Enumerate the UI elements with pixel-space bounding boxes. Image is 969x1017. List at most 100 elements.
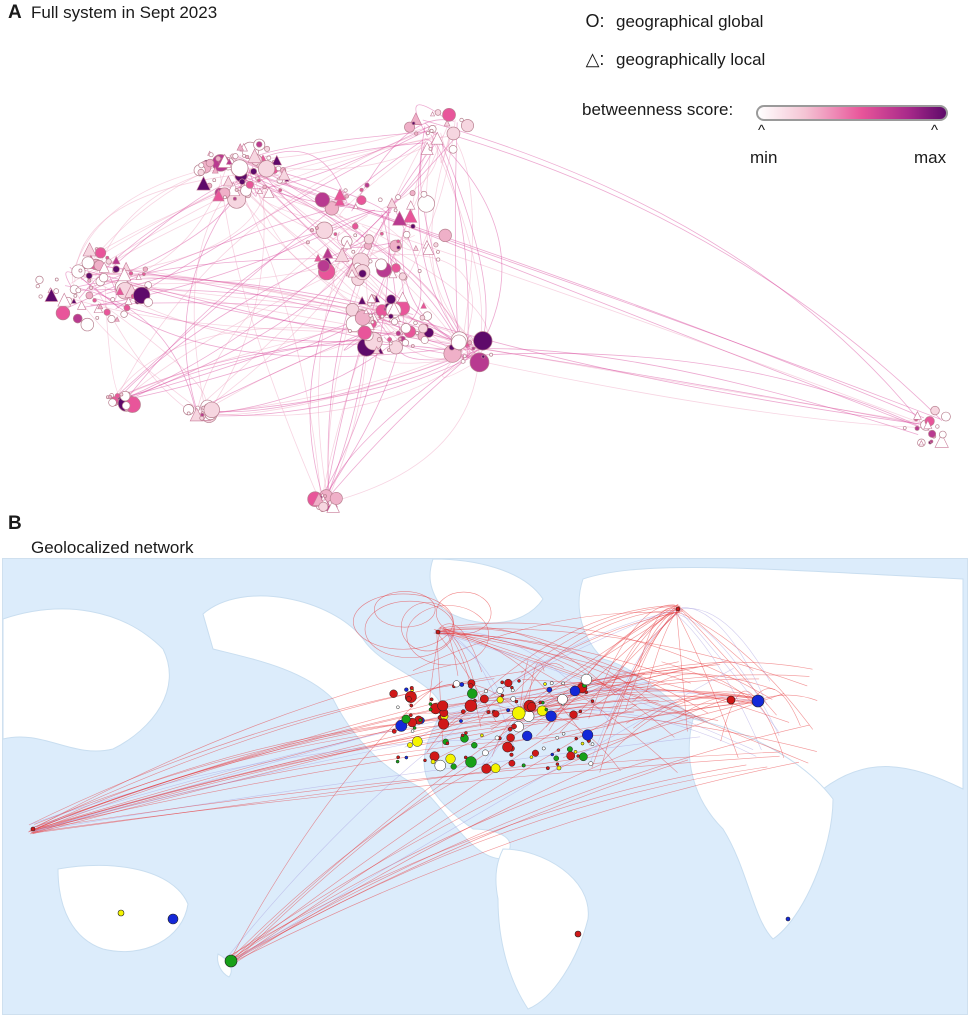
- network-node-circle: [120, 310, 128, 318]
- map-edge: [519, 710, 817, 752]
- network-node-circle: [469, 352, 490, 373]
- min-caret: ^: [758, 122, 766, 139]
- min-label: min: [750, 148, 778, 167]
- network-node-circle: [417, 269, 422, 273]
- network-node-triangle: [388, 269, 398, 279]
- network-node-circle: [99, 273, 109, 283]
- network-edge: [356, 138, 434, 243]
- network-edge: [245, 165, 459, 345]
- network-edge: [66, 296, 392, 334]
- map-edge: [681, 607, 768, 706]
- network-node-circle: [200, 412, 205, 417]
- network-node-circle: [329, 491, 343, 505]
- network-node-circle: [314, 192, 330, 208]
- map-node: [573, 750, 578, 754]
- network-edge: [231, 154, 474, 348]
- map-node: [566, 751, 576, 761]
- network-node-circle: [395, 330, 401, 336]
- network-edge: [124, 139, 454, 400]
- map-edge: [29, 751, 781, 831]
- network-node-circle: [413, 320, 418, 326]
- map-node: [504, 678, 513, 688]
- network-node-circle: [467, 340, 473, 346]
- map-edge: [562, 700, 759, 758]
- network-node-circle: [108, 394, 113, 399]
- network-node-triangle: [82, 242, 97, 257]
- map-edge: [638, 607, 677, 668]
- network-node-circle: [73, 293, 78, 298]
- map-edge: [478, 699, 758, 749]
- map-node: [561, 681, 565, 686]
- network-edge: [407, 137, 436, 243]
- network-node-circle: [208, 152, 214, 158]
- map-node: [412, 726, 417, 730]
- map-node: [412, 736, 423, 747]
- map-edge: [232, 761, 800, 963]
- network-node-circle: [309, 228, 314, 233]
- network-node-circle: [358, 269, 367, 278]
- map-node: [500, 680, 505, 685]
- map-node: [751, 694, 765, 708]
- map-node: [509, 752, 514, 757]
- max-caret: ^: [931, 122, 939, 139]
- map-node: [590, 699, 595, 703]
- map-node: [506, 733, 515, 742]
- map-edge: [437, 694, 758, 707]
- network-node-triangle: [334, 247, 350, 262]
- map-node: [490, 763, 501, 773]
- network-edge: [318, 257, 405, 506]
- network-node-circle: [380, 314, 385, 319]
- network-node-circle: [370, 320, 375, 325]
- network-node-triangle: [278, 167, 291, 181]
- map-node: [459, 719, 463, 723]
- network-edge: [112, 302, 478, 358]
- network-edge: [65, 271, 120, 309]
- network-node-circle: [78, 268, 83, 273]
- network-node-circle: [393, 208, 398, 213]
- network-edge: [89, 264, 477, 352]
- network-node-triangle: [263, 186, 275, 198]
- map-edge: [545, 605, 676, 728]
- map-node: [482, 749, 489, 757]
- network-node-circle: [89, 285, 94, 290]
- map-edge: [601, 694, 759, 762]
- network-edge: [74, 174, 234, 283]
- network-node-circle: [928, 429, 937, 438]
- network-edge: [65, 203, 350, 309]
- network-node-circle: [121, 401, 131, 410]
- network-node-circle: [429, 128, 434, 133]
- network-edge: [72, 270, 205, 415]
- map-node: [409, 713, 413, 718]
- map-node: [429, 697, 434, 702]
- network-edge: [75, 267, 470, 359]
- network-edge: [332, 254, 390, 315]
- network-node-circle: [436, 250, 440, 254]
- network-node-triangle: [256, 187, 264, 194]
- map-node: [507, 726, 513, 732]
- network-node-circle: [245, 154, 250, 160]
- network-node-triangle: [443, 119, 451, 127]
- network-node-triangle: [271, 154, 283, 166]
- self-loop: [352, 593, 454, 650]
- map-node: [459, 682, 465, 687]
- network-node-circle: [388, 340, 403, 355]
- network-node-circle: [234, 187, 239, 192]
- network-node-triangle: [357, 296, 367, 305]
- map-node: [396, 755, 401, 760]
- network-edge: [193, 347, 469, 416]
- network-node-circle: [415, 331, 420, 335]
- network-node-circle: [238, 178, 246, 185]
- map-edge: [31, 755, 780, 833]
- network-node-triangle: [347, 268, 357, 278]
- map-edge: [31, 694, 729, 832]
- network-edge: [462, 352, 920, 427]
- map-node: [464, 699, 478, 712]
- map-node: [496, 696, 504, 704]
- self-loop: [374, 591, 436, 628]
- network-node-triangle: [314, 253, 322, 262]
- map-edge: [233, 673, 645, 959]
- map-edge: [436, 696, 754, 759]
- network-edge: [339, 131, 439, 218]
- network-node-circle: [442, 107, 456, 122]
- network-node-circle: [343, 188, 348, 193]
